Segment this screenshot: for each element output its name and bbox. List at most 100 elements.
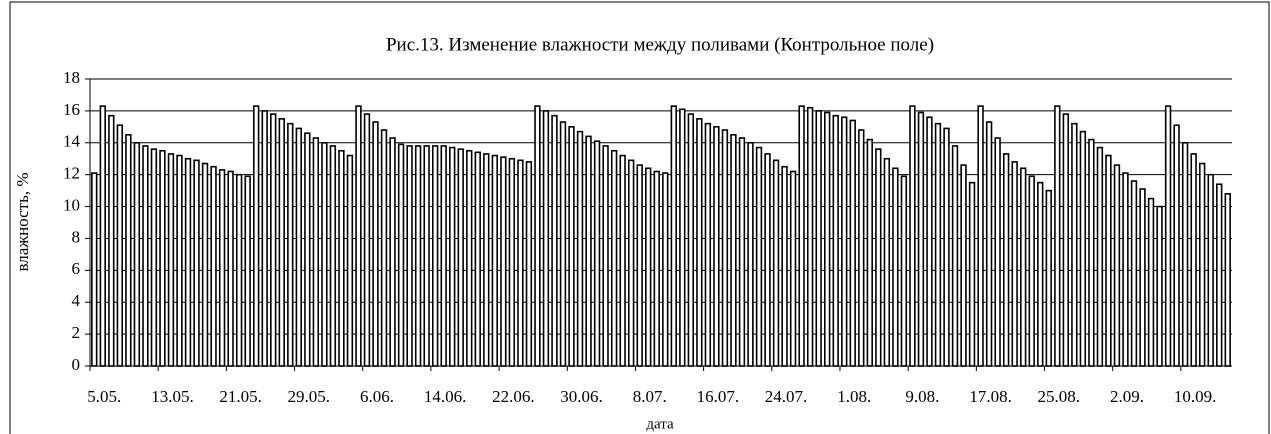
bar	[627, 159, 635, 367]
bar	[483, 153, 490, 367]
bar	[278, 118, 285, 367]
bar	[815, 110, 822, 367]
bar	[1216, 183, 1223, 367]
y-tick-label: 10	[63, 195, 80, 214]
bar	[1139, 188, 1146, 367]
bar	[789, 170, 797, 367]
bar	[1037, 181, 1044, 367]
y-tick-label: 2	[72, 323, 81, 342]
bar	[1122, 172, 1129, 367]
bar	[858, 129, 865, 367]
bar	[108, 114, 115, 367]
bar	[1207, 173, 1214, 367]
bar	[346, 154, 354, 367]
bar	[1181, 141, 1189, 367]
bar	[449, 146, 456, 367]
y-tick-label: 12	[63, 164, 80, 183]
bar	[295, 127, 302, 367]
bar	[491, 154, 498, 367]
bar	[943, 127, 950, 367]
y-tick-label: 16	[63, 100, 80, 119]
bar	[866, 138, 873, 367]
bar	[542, 110, 550, 367]
bar	[372, 121, 379, 367]
bar	[91, 172, 98, 367]
bar	[960, 164, 967, 367]
bar	[329, 145, 337, 367]
bar	[176, 154, 183, 367]
bar	[781, 165, 788, 367]
x-tick-label: 13.05.	[151, 387, 194, 406]
bar	[380, 129, 388, 367]
y-tick-label: 8	[72, 227, 81, 246]
bar	[423, 145, 430, 367]
bar	[1028, 175, 1035, 367]
bar	[142, 145, 149, 367]
bar	[653, 170, 660, 367]
bar	[227, 170, 234, 367]
bar	[670, 105, 677, 367]
y-tick-label: 14	[63, 132, 81, 151]
bar	[210, 165, 217, 367]
bar	[167, 153, 175, 367]
bar	[517, 159, 524, 367]
bar	[798, 105, 805, 367]
bar	[525, 161, 533, 367]
bar	[704, 122, 712, 367]
bar	[133, 141, 141, 367]
bar	[321, 141, 328, 367]
bar	[1105, 154, 1112, 367]
bar	[841, 116, 848, 367]
bar	[977, 105, 984, 367]
bar	[355, 105, 362, 367]
bar	[406, 145, 413, 367]
bar	[934, 122, 942, 367]
x-tick-label: 1.08.	[837, 387, 871, 406]
y-tick-label: 4	[72, 291, 81, 310]
bar	[917, 111, 925, 367]
x-tick-label: 2.09.	[1110, 387, 1144, 406]
x-tick-label: 5.05.	[87, 387, 121, 406]
bar	[184, 157, 192, 367]
bar	[1224, 193, 1231, 367]
bar	[883, 157, 891, 367]
bar	[738, 137, 746, 367]
bar	[1147, 197, 1155, 367]
bar	[764, 153, 771, 367]
x-axis-label: дата	[646, 416, 674, 432]
bar	[1156, 205, 1163, 367]
bar	[287, 122, 294, 367]
bar	[806, 106, 814, 367]
x-tick-label: 14.06.	[424, 387, 467, 406]
y-tick-label: 18	[63, 68, 80, 87]
bar	[1079, 130, 1087, 367]
bar	[968, 181, 976, 367]
bar	[150, 148, 158, 367]
bar	[1002, 153, 1010, 367]
bar	[892, 167, 899, 367]
bar	[585, 135, 592, 367]
bar	[713, 126, 720, 367]
bar	[457, 148, 464, 367]
bar	[772, 159, 780, 367]
chart-frame	[9, 1, 1270, 434]
bar	[201, 162, 209, 367]
x-tick-label: 8.07.	[633, 387, 667, 406]
bar	[619, 154, 626, 367]
bar	[985, 121, 993, 367]
bar	[1045, 189, 1052, 367]
x-tick-label: 29.05.	[288, 387, 331, 406]
bar	[235, 173, 243, 367]
bar	[116, 124, 124, 367]
bar	[500, 156, 507, 367]
x-tick-label: 25.08.	[1038, 387, 1081, 406]
x-tick-label: 24.07.	[765, 387, 808, 406]
bar	[994, 137, 1001, 367]
bar	[832, 114, 839, 367]
bar	[534, 105, 541, 367]
bar	[645, 167, 652, 367]
bar	[662, 172, 669, 367]
bar	[610, 149, 618, 367]
y-axis-label: влажность, %	[13, 173, 32, 272]
